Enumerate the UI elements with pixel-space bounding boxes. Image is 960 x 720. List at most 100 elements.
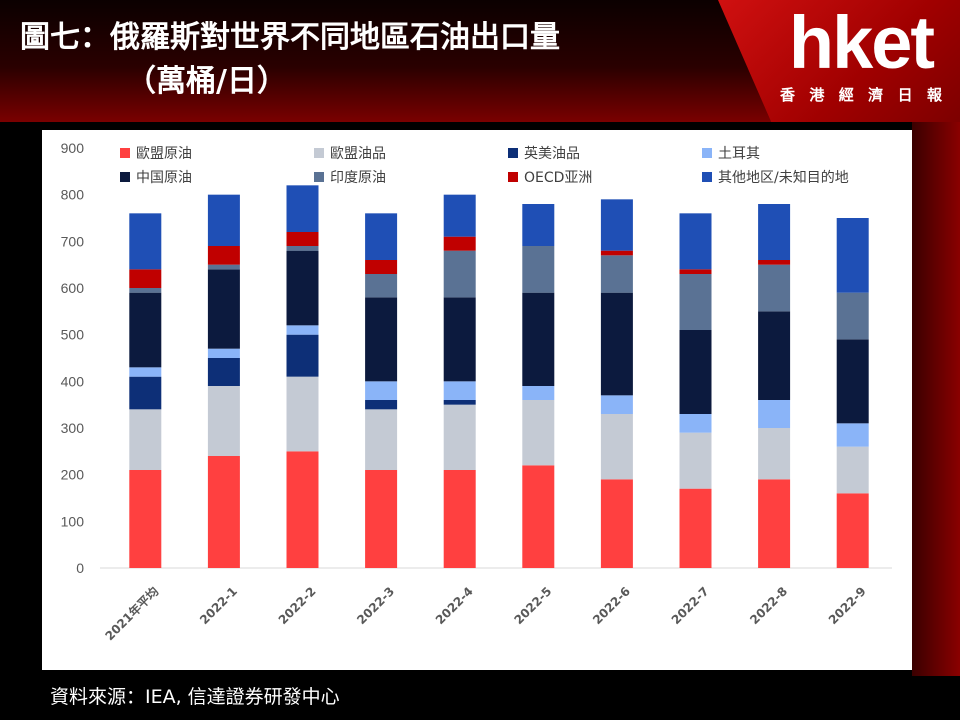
bar-segment: [365, 260, 398, 274]
bar-segment: [679, 274, 712, 330]
bar-segment: [836, 493, 869, 568]
y-tick-label: 400: [61, 373, 85, 389]
y-tick-label: 500: [61, 327, 85, 343]
bar-segment: [522, 400, 555, 466]
legend-label: 土耳其: [718, 146, 760, 162]
bar-segment: [286, 185, 319, 232]
bar-segment: [758, 428, 791, 480]
bar-segment: [679, 432, 712, 489]
bar-segment: [443, 250, 476, 298]
footer: [0, 676, 960, 720]
bar-segment: [758, 260, 791, 265]
title-line-2: （萬桶/日）: [126, 64, 287, 99]
y-tick-label: 800: [61, 187, 85, 203]
side-decoration: [912, 122, 960, 692]
title-line-1: 圖七：俄羅斯對世界不同地區石油出口量: [20, 20, 560, 55]
bar-segment: [207, 456, 240, 568]
bar-segment: [286, 250, 319, 326]
bar-segment: [129, 288, 162, 293]
bar-segment: [207, 264, 240, 270]
bar-segment: [207, 386, 240, 456]
legend-swatch: [702, 148, 712, 158]
bar-segment: [836, 218, 869, 293]
bar-segment: [836, 339, 869, 424]
bar-segment: [286, 376, 319, 452]
category-label: 2022-1: [197, 584, 240, 627]
chart-panel: 0 100 200 300 400 500 600 700 800 900 2021年平均 2022…: [42, 130, 912, 670]
x-axis: 2021年平均 2022-1 2022-2 2022-3 2022-4 2022-5 202…: [102, 584, 869, 644]
legend-swatch: [120, 148, 130, 158]
bar-segment: [600, 199, 633, 251]
bar-segment: [522, 246, 555, 293]
y-tick-label: 0: [76, 560, 84, 576]
legend-label: 其他地区/未知目的地: [718, 169, 849, 186]
bar-segment: [365, 470, 398, 568]
category-label: 2022-8: [747, 584, 790, 627]
bar-segment: [286, 334, 319, 377]
bar-segment: [129, 409, 162, 470]
category-label: 2022-9: [826, 584, 869, 627]
bar-segment: [600, 414, 633, 480]
y-axis: 0 100 200 300 400 500 600 700 800 900: [61, 140, 892, 576]
legend-swatch: [314, 148, 324, 158]
stacked-bar-chart: 0 100 200 300 400 500 600 700 800 900 2021年平均 2022…: [61, 140, 892, 644]
bar-segment: [129, 269, 162, 288]
bar-segment: [207, 246, 240, 265]
bar-segment: [365, 381, 398, 400]
bar-segment: [129, 367, 162, 377]
bar-segment: [758, 264, 791, 312]
bar-segment: [443, 381, 476, 400]
bar-segment: [679, 269, 712, 274]
bar-segment: [522, 204, 555, 246]
logo-subtitle-char: 經: [838, 86, 854, 104]
bar-segment: [365, 400, 398, 410]
bar-segment: [129, 213, 162, 270]
source-note: 資料來源：IEA, 信達證券研發中心: [50, 686, 340, 708]
bar-segment: [679, 330, 712, 414]
category-label: 2022-5: [511, 584, 554, 627]
bar-segment: [207, 348, 240, 358]
bar-segment: [679, 488, 712, 568]
bar-segment: [758, 400, 791, 428]
chart-title: 圖七：俄羅斯對世界不同地區石油出口量 （萬桶/日）: [20, 16, 560, 104]
logo-subtitle: 香 港 經 濟 日 報: [780, 84, 942, 105]
bar-segment: [758, 204, 791, 260]
bar-segment: [836, 292, 869, 340]
bar-segment: [286, 451, 319, 568]
category-label: 2021年平均: [102, 584, 162, 644]
legend-swatch: [508, 172, 518, 182]
legend-label: 歐盟油品: [330, 146, 386, 162]
bar-segment: [365, 297, 398, 382]
legend-swatch: [314, 172, 324, 182]
y-tick-label: 700: [61, 233, 85, 249]
bar-segment: [600, 479, 633, 568]
bar-segment: [600, 292, 633, 396]
hket-logo: hket: [788, 1, 935, 84]
bar-segment: [600, 395, 633, 414]
bar-segment: [207, 194, 240, 246]
bar-segment: [522, 386, 555, 400]
category-label: 2022-3: [354, 584, 397, 627]
y-tick-label: 100: [61, 513, 85, 529]
bar-segment: [758, 311, 791, 400]
bar-segment: [522, 465, 555, 568]
bar-segment: [679, 213, 712, 270]
bar-segment: [522, 292, 555, 386]
bar-segment: [365, 274, 398, 298]
bars: [129, 185, 869, 568]
legend-swatch: [120, 172, 130, 182]
y-tick-label: 900: [61, 140, 85, 156]
y-tick-label: 300: [61, 420, 85, 436]
legend-swatch: [508, 148, 518, 158]
category-label: 2022-7: [669, 584, 712, 627]
bar-segment: [365, 213, 398, 260]
bar-segment: [836, 423, 869, 447]
bar-segment: [286, 232, 319, 246]
bar-segment: [443, 297, 476, 382]
y-tick-label: 600: [61, 280, 85, 296]
bar-segment: [443, 400, 476, 405]
bar-segment: [129, 376, 162, 410]
bar-segment: [443, 404, 476, 470]
bar-segment: [207, 358, 240, 386]
